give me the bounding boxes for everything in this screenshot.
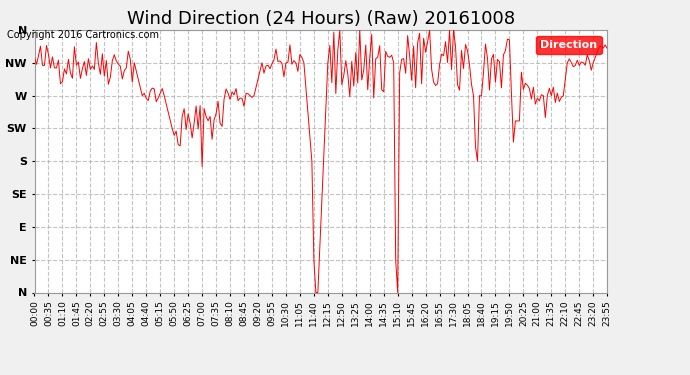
Legend: Direction: Direction — [535, 36, 602, 54]
Title: Wind Direction (24 Hours) (Raw) 20161008: Wind Direction (24 Hours) (Raw) 20161008 — [127, 10, 515, 28]
Text: Copyright 2016 Cartronics.com: Copyright 2016 Cartronics.com — [7, 30, 159, 39]
